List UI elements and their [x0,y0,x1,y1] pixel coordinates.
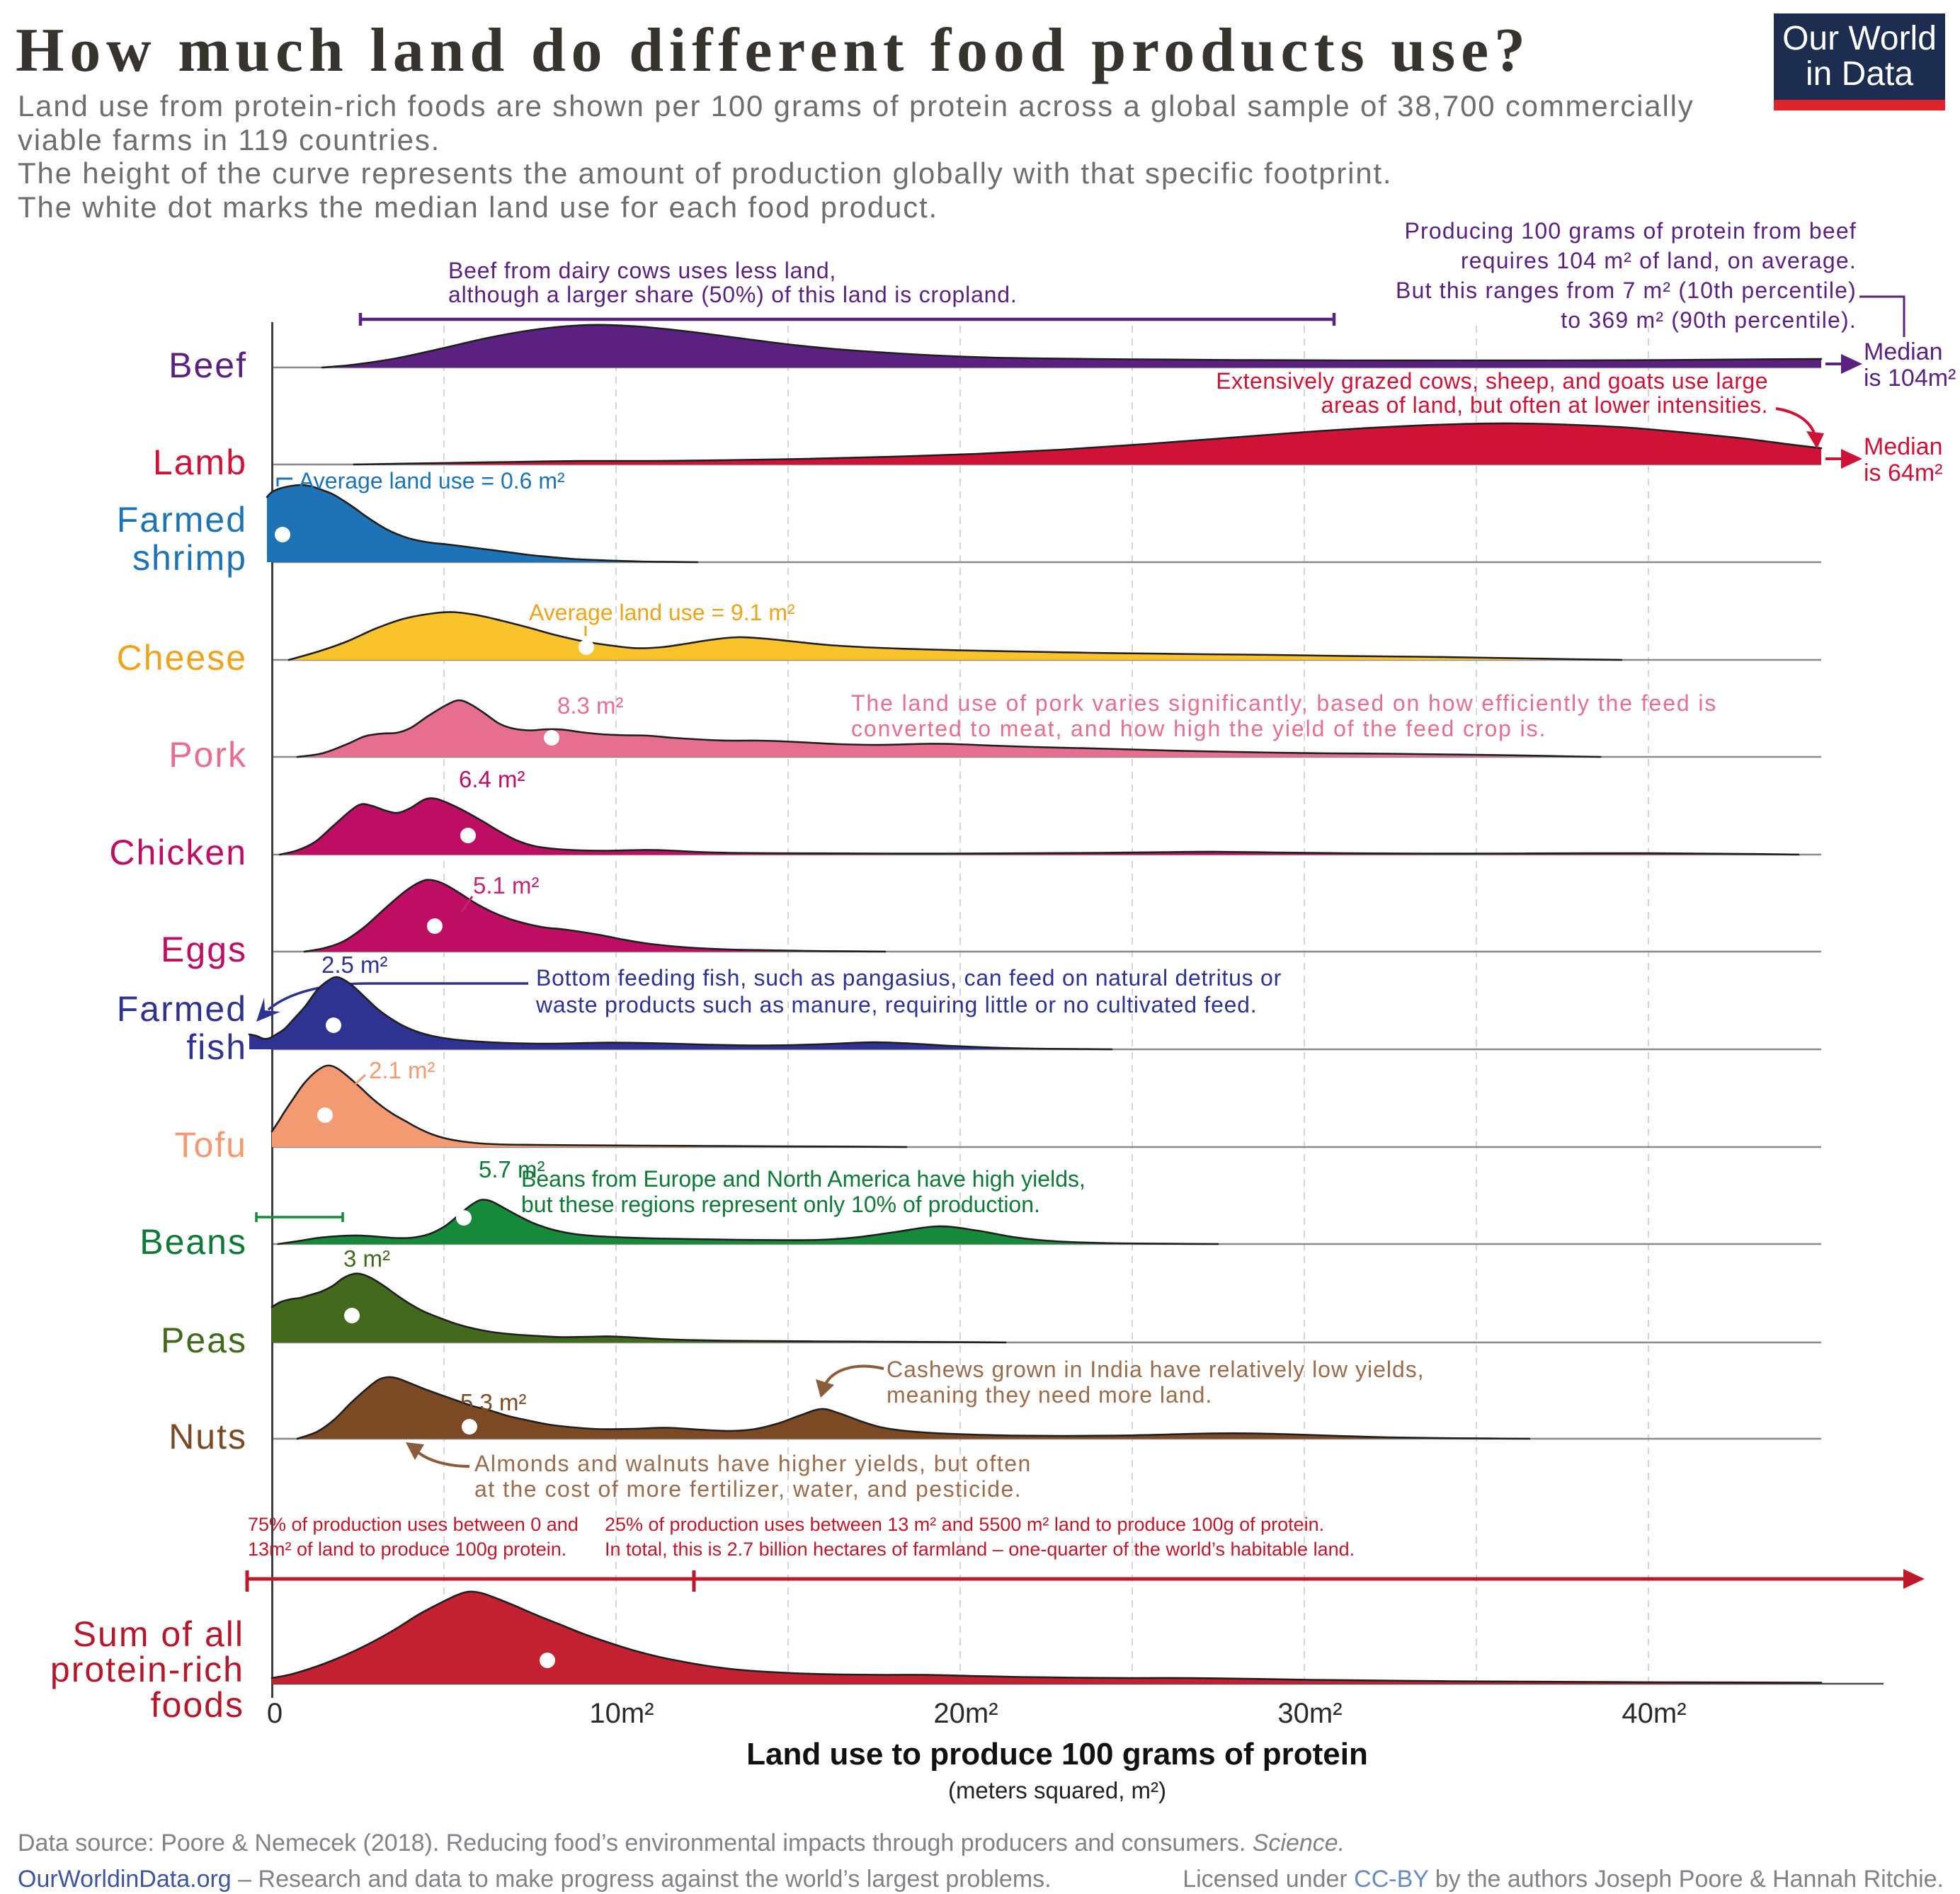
svg-text:but these regions represent on: but these regions represent only 10% of … [521,1192,1040,1217]
svg-text:8.3 m²: 8.3 m² [557,692,624,719]
svg-text:Beef: Beef [169,346,247,385]
svg-text:Land use to produce 100 grams: Land use to produce 100 grams of protein [746,1737,1368,1772]
svg-text:Tofu: Tofu [174,1125,247,1165]
svg-text:Extensively grazed cows, sheep: Extensively grazed cows, sheep, and goat… [1216,368,1768,394]
svg-text:areas of land, but often at lo: areas of land, but often at lower intens… [1321,392,1768,418]
svg-text:Chicken: Chicken [109,833,247,872]
svg-text:Bottom feeding fish, such as p: Bottom feeding fish, such as pangasius, … [536,965,1282,991]
svg-text:Beans: Beans [139,1222,247,1262]
svg-text:Farmed: Farmed [117,500,247,540]
svg-text:shrimp: shrimp [132,538,247,578]
svg-text:viable farms in 119 countries.: viable farms in 119 countries. [18,123,440,156]
svg-text:waste products such as manure,: waste products such as manure, requiring… [535,992,1257,1017]
svg-text:at the cost of more fertilizer: at the cost of more fertilizer, water, a… [474,1476,1022,1502]
svg-text:Eggs: Eggs [161,930,247,969]
svg-text:is 104m²: is 104m² [1864,365,1956,392]
svg-text:The white dot marks the median: The white dot marks the median land use … [18,190,938,224]
svg-text:5.3 m²: 5.3 m² [460,1389,527,1415]
svg-text:Cheese: Cheese [117,638,247,678]
svg-text:How much land do different foo: How much land do different food products… [16,16,1531,85]
svg-text:10m²: 10m² [589,1698,654,1729]
svg-text:Median: Median [1864,338,1943,365]
svg-text:Data source: Poore & Nemecek (: Data source: Poore & Nemecek (2018). Red… [18,1830,1345,1856]
svg-text:Average land use = 9.1 m²: Average land use = 9.1 m² [529,600,795,625]
svg-text:converted to meat, and how hig: converted to meat, and how high the yiel… [851,716,1546,741]
svg-text:25% of production uses between: 25% of production uses between 13 m² and… [605,1514,1324,1535]
svg-text:Pork: Pork [169,735,247,775]
svg-text:(meters squared, m²): (meters squared, m²) [948,1777,1166,1803]
svg-text:The height of the curve repres: The height of the curve represents the a… [18,156,1392,190]
svg-text:30m²: 30m² [1277,1698,1342,1729]
svg-text:Lamb: Lamb [153,443,247,482]
svg-text:Average land use = 0.6 m²: Average land use = 0.6 m² [299,468,565,494]
svg-text:protein-rich: protein-rich [50,1650,244,1689]
svg-text:Median: Median [1864,433,1943,460]
svg-text:is 64m²: is 64m² [1864,460,1942,486]
svg-text:5.7 m²: 5.7 m² [479,1156,545,1182]
svg-text:Peas: Peas [161,1320,247,1360]
svg-text:Beef from dairy cows uses less: Beef from dairy cows uses less land, [448,258,836,283]
svg-text:6.4 m²: 6.4 m² [459,766,525,792]
svg-text:Nuts: Nuts [169,1417,247,1456]
svg-text:Beans from Europe and North Am: Beans from Europe and North America have… [521,1166,1086,1192]
svg-text:0: 0 [267,1698,283,1729]
svg-text:Sum of all: Sum of all [73,1614,244,1654]
svg-text:20m²: 20m² [933,1698,998,1729]
svg-text:requires 104 m² of land, on av: requires 104 m² of land, on average. [1461,248,1857,273]
svg-text:3 m²: 3 m² [343,1245,390,1272]
svg-text:2.5 m²: 2.5 m² [321,952,388,978]
svg-text:2.1 m²: 2.1 m² [369,1057,435,1083]
svg-text:5.1 m²: 5.1 m² [473,872,540,898]
svg-text:In total, this is 2.7 billion: In total, this is 2.7 billion hectares o… [605,1539,1355,1560]
svg-text:Our World: Our World [1782,20,1937,57]
svg-text:in Data: in Data [1806,55,1913,93]
svg-text:The land use of pork varies si: The land use of pork varies significantl… [851,690,1717,716]
svg-text:40m²: 40m² [1622,1698,1686,1729]
svg-text:fish: fish [186,1027,247,1067]
svg-text:Almonds and walnuts have highe: Almonds and walnuts have higher yields, … [474,1451,1032,1476]
svg-text:Licensed under CC-BY by the au: Licensed under CC-BY by the authors Jose… [1183,1866,1944,1893]
svg-text:meaning they need more land.: meaning they need more land. [887,1382,1212,1408]
svg-text:Cashews grown in India have re: Cashews grown in India have relatively l… [887,1357,1425,1382]
svg-text:75% of production uses between: 75% of production uses between 0 and [248,1514,579,1535]
svg-text:Farmed: Farmed [117,989,247,1029]
svg-text:13m² of land to produce 100g p: 13m² of land to produce 100g protein. [248,1539,566,1560]
svg-text:But this ranges from 7 m² (10t: But this ranges from 7 m² (10th percenti… [1396,278,1857,303]
svg-text:Producing 100 grams of protein: Producing 100 grams of protein from beef [1404,218,1857,244]
svg-text:OurWorldinData.org – Research: OurWorldinData.org – Research and data t… [18,1866,1052,1893]
svg-text:although a larger share (50%): although a larger share (50%) of this la… [448,282,1018,307]
svg-text:foods: foods [151,1685,244,1725]
svg-text:to 369 m² (90th percentile).: to 369 m² (90th percentile). [1561,307,1857,333]
svg-text:Land use from protein-rich foo: Land use from protein-rich foods are sho… [18,89,1694,122]
